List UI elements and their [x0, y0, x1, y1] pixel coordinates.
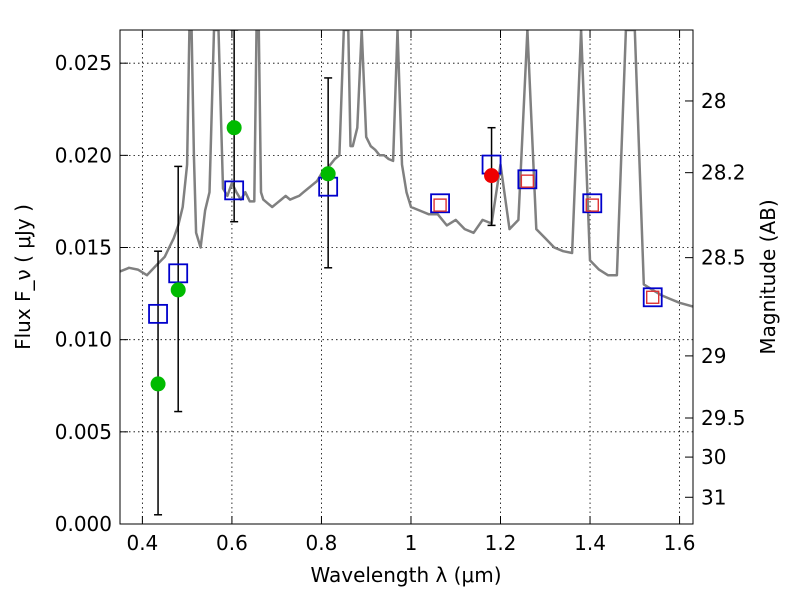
x-tick-label: 1.2: [485, 531, 517, 555]
x-tick-label: 1.6: [664, 531, 696, 555]
plot-frame: [119, 29, 694, 525]
tick-layer: [120, 30, 693, 525]
model-flux-box: [517, 169, 538, 190]
model-spectrum-line: [120, 30, 693, 308]
y-axis-title-left: Flux F_ν ( μJy ): [11, 204, 35, 350]
marker-layer: [148, 120, 663, 392]
y-right-tick-label: 29: [701, 344, 726, 368]
model-flux-box: [430, 193, 450, 214]
model-flux-inner-box: [520, 174, 535, 188]
x-tick-label: 1: [405, 531, 418, 555]
model-flux-box: [582, 193, 603, 214]
tick-label-layer: 0.4 0.6 0.8 1 1.2 1.4 1.6 0.000 0.005 0.010 0.015 0…: [55, 51, 746, 555]
observed-flux-point-green: [150, 376, 166, 392]
observed-flux-point-green: [170, 282, 186, 298]
observed-flux-point-green: [226, 120, 242, 136]
model-flux-box: [168, 263, 189, 284]
y-tick-label: 0.000: [55, 512, 112, 536]
y-tick-label: 0.010: [55, 328, 112, 352]
x-tick-label: 1.4: [574, 531, 606, 555]
y-tick-label: 0.020: [55, 143, 112, 167]
model-flux-box: [148, 303, 168, 324]
x-tick-label: 0.4: [126, 531, 158, 555]
y-tick-label: 0.005: [55, 420, 112, 444]
y-right-tick-label: 29.5: [701, 406, 746, 430]
y-axis-title-right: Magnitude (AB): [756, 199, 780, 354]
x-tick-label: 0.8: [306, 531, 338, 555]
y-right-tick-label: 31: [701, 485, 726, 509]
model-flux-inner-box: [433, 198, 447, 212]
y-right-tick-label: 28: [701, 89, 726, 113]
x-tick-label: 0.6: [216, 531, 248, 555]
y-right-tick-label: 28.2: [701, 161, 746, 185]
model-spectrum-layer: [120, 30, 693, 308]
model-flux-inner-box: [646, 290, 660, 304]
y-right-tick-label: 30: [701, 445, 726, 469]
model-flux-box: [642, 287, 663, 308]
observed-flux-point-red: [484, 168, 500, 184]
x-axis-title: Wavelength λ (μm): [310, 563, 501, 587]
model-flux-box: [224, 180, 245, 201]
y-tick-label: 0.015: [55, 236, 112, 260]
y-right-tick-label: 28.5: [701, 246, 746, 270]
observed-flux-point-green: [320, 166, 336, 182]
model-flux-inner-box: [585, 198, 599, 212]
y-tick-label: 0.025: [55, 51, 112, 75]
